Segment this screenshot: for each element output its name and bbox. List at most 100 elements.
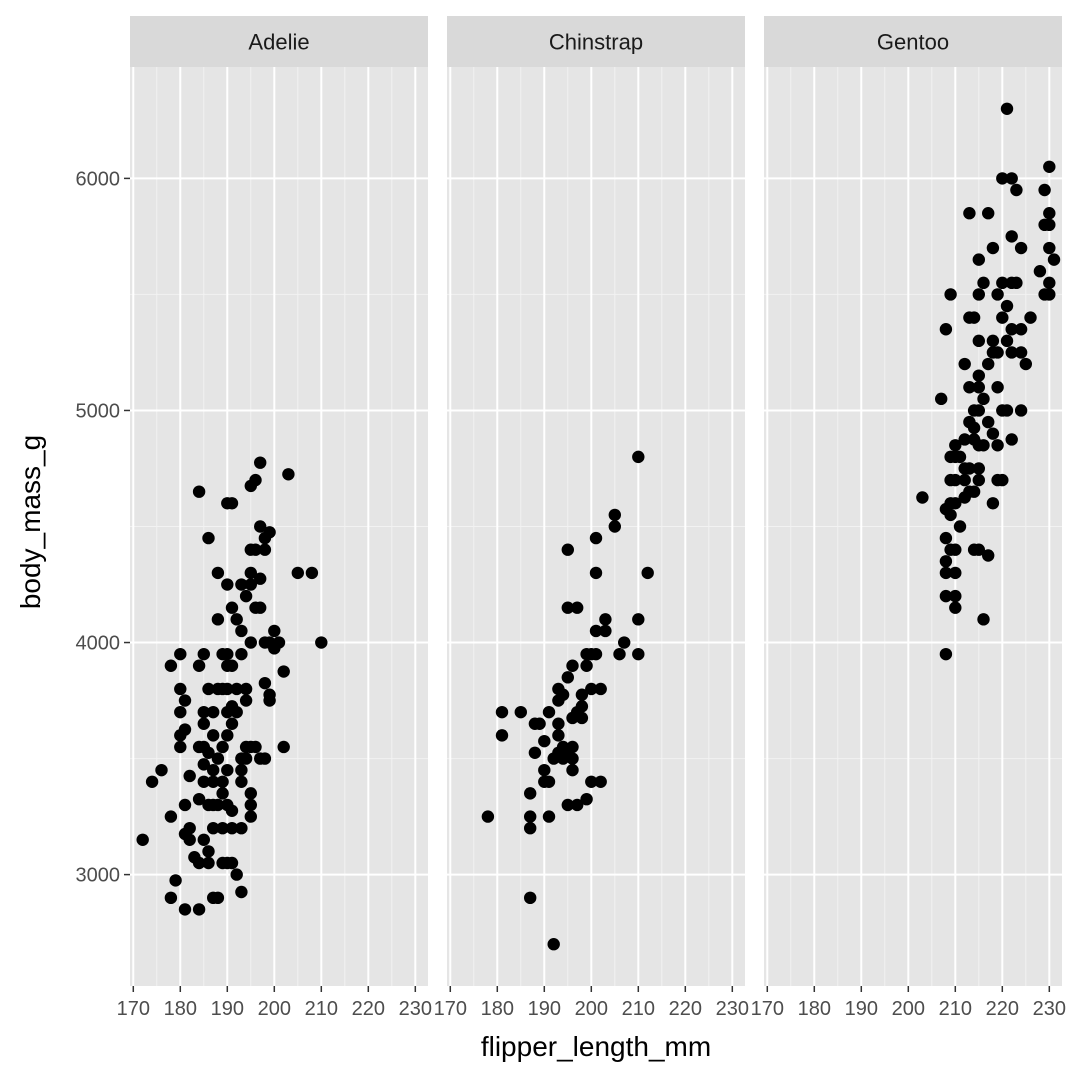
data-point	[986, 427, 1000, 440]
data-point	[239, 694, 253, 707]
data-point	[263, 526, 276, 539]
data-point	[991, 439, 1004, 452]
data-point	[944, 508, 957, 522]
data-point	[986, 334, 1000, 348]
data-point	[202, 682, 215, 696]
data-point	[538, 734, 551, 748]
data-point	[566, 752, 579, 765]
data-point	[991, 288, 1004, 301]
data-point	[599, 624, 612, 638]
data-point	[953, 520, 967, 533]
x-tick-label: 190	[211, 998, 244, 1020]
data-point	[977, 439, 990, 452]
data-point	[561, 798, 574, 812]
data-point	[632, 613, 645, 626]
data-point	[949, 601, 962, 614]
y-axis: 3000 4000 5000 6000	[76, 168, 130, 887]
data-point	[239, 752, 253, 765]
data-point	[585, 682, 598, 696]
facet-strip-label: Gentoo	[877, 30, 949, 55]
x-tick-label: 220	[669, 998, 702, 1020]
data-point	[253, 601, 267, 614]
data-point	[315, 636, 328, 649]
data-point	[982, 207, 995, 220]
data-point	[1000, 102, 1014, 115]
points-adelie	[136, 456, 328, 916]
x-tick-label: 180	[481, 998, 514, 1020]
data-point	[972, 381, 986, 394]
data-point	[244, 810, 257, 823]
data-point	[169, 874, 182, 887]
data-point	[230, 705, 243, 719]
x-tick-label: 200	[892, 998, 925, 1020]
data-point	[589, 531, 603, 545]
data-point	[589, 624, 603, 638]
data-point	[972, 334, 986, 348]
data-point	[991, 346, 1004, 359]
data-point	[235, 624, 248, 638]
data-point	[939, 531, 953, 545]
data-point	[225, 659, 239, 672]
data-point	[967, 485, 981, 498]
data-point	[216, 821, 229, 835]
data-point	[939, 323, 953, 336]
data-point	[249, 740, 262, 754]
data-point	[1043, 160, 1056, 173]
data-point	[523, 891, 537, 905]
data-point	[216, 787, 229, 800]
facet-strip	[130, 16, 428, 67]
x-tick-label: 230	[399, 998, 432, 1020]
data-point	[566, 740, 579, 754]
data-point	[197, 705, 210, 719]
data-point	[632, 450, 645, 464]
data-point	[221, 647, 234, 661]
data-point	[575, 700, 589, 713]
data-point	[225, 804, 239, 817]
data-point	[566, 659, 579, 672]
data-point	[225, 717, 239, 730]
data-point	[202, 746, 215, 759]
data-point	[949, 589, 962, 603]
data-point	[916, 491, 929, 504]
data-point	[982, 415, 995, 429]
data-point	[514, 705, 527, 719]
x-tick-label: 230	[1033, 998, 1066, 1020]
x-tick-label: 210	[622, 998, 655, 1020]
data-point	[225, 856, 239, 870]
data-point	[963, 207, 976, 220]
facet-panel-gentoo: Gentoo	[764, 16, 1062, 986]
data-point	[982, 549, 995, 562]
data-point	[991, 381, 1004, 394]
data-point	[221, 682, 234, 696]
data-point	[939, 566, 953, 580]
data-point	[277, 740, 290, 754]
data-point	[174, 740, 187, 754]
data-point	[1043, 218, 1056, 232]
data-point	[206, 763, 220, 777]
data-point	[585, 775, 598, 788]
data-point	[963, 381, 976, 394]
data-point	[230, 682, 243, 696]
data-point	[944, 288, 957, 301]
data-point	[291, 566, 305, 580]
data-point	[949, 543, 962, 556]
data-point	[258, 752, 272, 765]
data-point	[986, 497, 1000, 510]
data-point	[192, 903, 206, 916]
facet-strip	[764, 16, 1062, 67]
data-point	[996, 276, 1009, 290]
data-point	[211, 891, 225, 905]
data-point	[192, 485, 206, 498]
data-point	[958, 433, 971, 446]
data-point	[225, 821, 239, 835]
data-point	[202, 856, 215, 870]
facet-panels: Adelie Chinstrap Gentoo	[130, 16, 1062, 986]
data-point	[1043, 207, 1056, 220]
data-point	[197, 775, 210, 788]
data-point	[1000, 404, 1014, 417]
facet-panel-chinstrap: Chinstrap	[447, 16, 745, 986]
data-point	[235, 578, 248, 591]
facet-strip-label: Chinstrap	[549, 30, 643, 55]
data-point	[258, 676, 272, 690]
data-point	[235, 821, 248, 835]
